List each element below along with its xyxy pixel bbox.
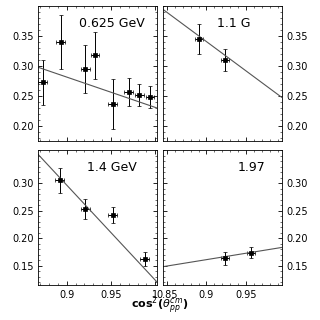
Text: 0.625 GeV: 0.625 GeV [79,17,145,30]
Text: 1.1 G: 1.1 G [217,17,251,30]
Text: 1.4 GeV: 1.4 GeV [87,161,137,174]
Text: 1.97: 1.97 [238,161,266,174]
Text: cos$^2$($\theta_{pp}^{cm}$): cos$^2$($\theta_{pp}^{cm}$) [132,295,188,317]
